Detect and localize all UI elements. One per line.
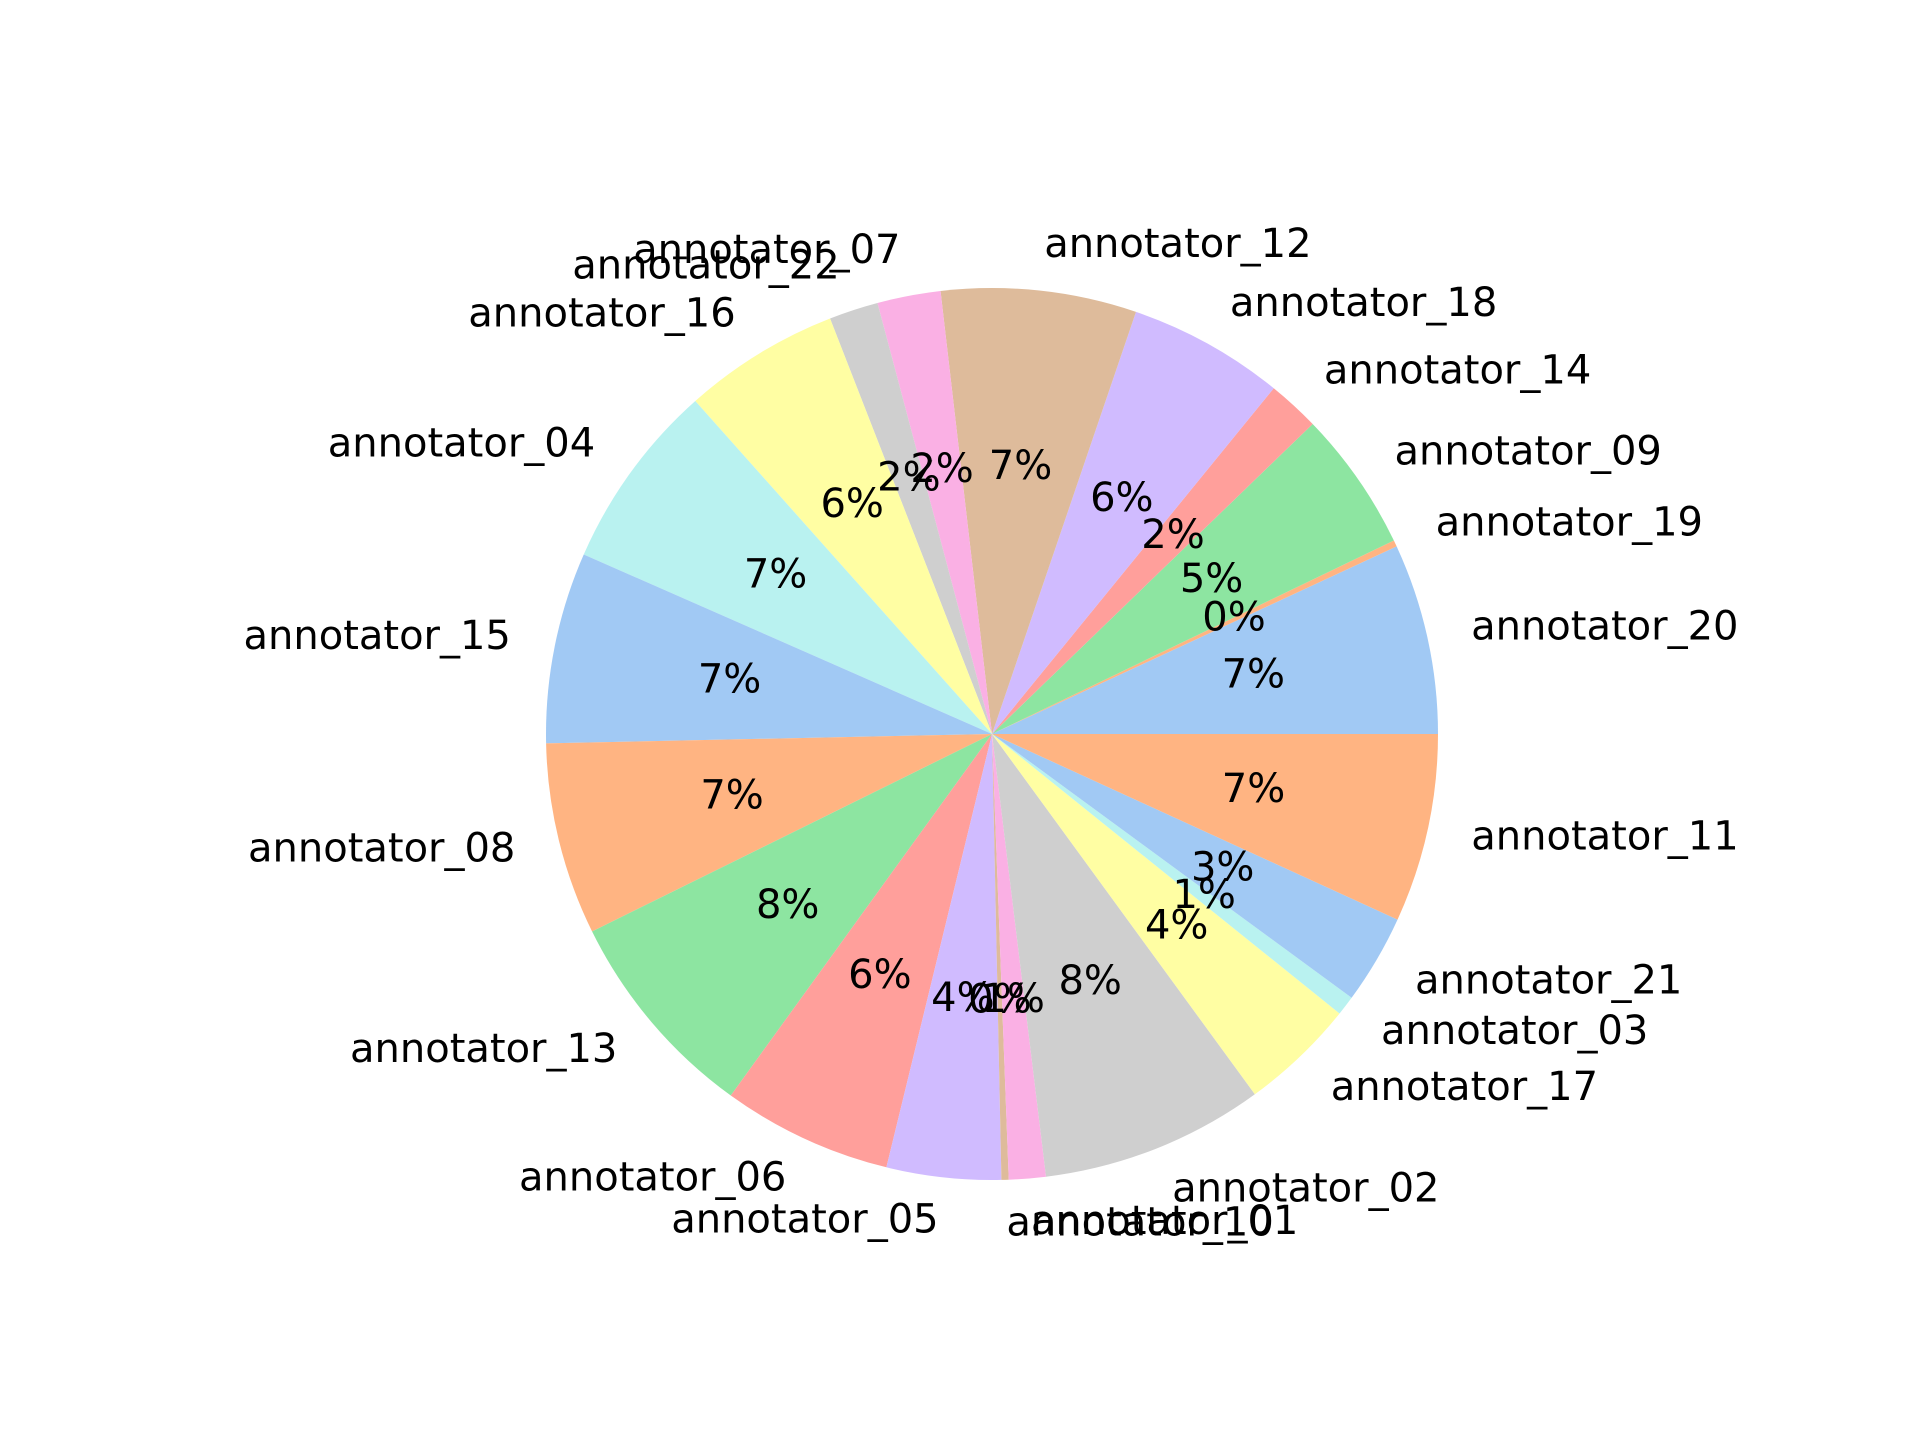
slice-label-annotator_14: annotator_14 [1324, 348, 1591, 394]
slice-label-annotator_09: annotator_09 [1395, 429, 1662, 475]
pct-label-annotator_18: 6% [1090, 475, 1153, 521]
pct-label-annotator_09: 5% [1180, 556, 1243, 602]
pie-slice-annotator_13 [592, 734, 992, 1096]
pie-slice-annotator_18 [992, 311, 1274, 734]
pct-label-annotator_02: 8% [1058, 958, 1121, 1004]
slice-label-annotator_08: annotator_08 [248, 826, 515, 872]
pct-label-annotator_05: 4% [931, 975, 994, 1021]
slice-label-annotator_16: annotator_16 [468, 291, 735, 337]
pie-slice-annotator_05 [886, 734, 1002, 1180]
slice-label-annotator_02: annotator_02 [1172, 1165, 1439, 1211]
pct-label-annotator_10: 0% [968, 977, 1031, 1023]
pie-slice-annotator_08 [546, 734, 992, 932]
slice-label-annotator_17: annotator_17 [1331, 1064, 1598, 1110]
slice-label-annotator_13: annotator_13 [350, 1026, 617, 1072]
pct-label-annotator_21: 3% [1191, 845, 1254, 891]
pie-percent-labels: 7%0%5%2%6%7%2%2%6%7%7%7%8%6% 4%0%1% 8%4%1%… [698, 443, 1285, 1023]
slice-label-annotator_06: annotator_06 [519, 1154, 786, 1200]
slice-label-annotator_03: annotator_03 [1381, 1008, 1648, 1054]
slice-label-annotator_05: annotator_05 [671, 1197, 938, 1243]
pct-label-annotator_14: 2% [1141, 512, 1204, 558]
pie-slice-annotator_07 [877, 290, 992, 734]
pct-label-annotator_11: 7% [1222, 766, 1285, 812]
pie-slice-annotator_20 [992, 546, 1438, 734]
pct-label-annotator_17: 4% [1145, 903, 1208, 949]
pie-slice-annotator_11 [992, 734, 1438, 920]
slice-label-annotator_12: annotator_12 [1044, 221, 1311, 267]
pie-slice-annotator_04 [583, 401, 992, 734]
pie-slice-annotator_01 [992, 734, 1047, 1180]
slice-label-annotator_10: annotator_10 [1006, 1199, 1273, 1245]
slice-label-annotator_07: annotator_07 [633, 227, 900, 273]
slice-label-annotator_21: annotator_21 [1415, 958, 1682, 1004]
slice-label-annotator_15: annotator_15 [244, 613, 511, 659]
pie-slice-annotator_09 [992, 424, 1394, 734]
pie-slice-annotator_02 [992, 734, 1255, 1177]
pct-label-annotator_16: 6% [820, 481, 883, 527]
pct-label-annotator_07: 2% [910, 446, 973, 492]
pct-label-annotator_12: 7% [989, 443, 1052, 489]
slice-label-annotator_20: annotator_20 [1471, 603, 1738, 649]
slice-label-annotator_01: annotator_01 [1031, 1198, 1298, 1244]
slice-label-annotator_11: annotator_11 [1471, 814, 1738, 860]
pie-slice-annotator_12 [940, 287, 1136, 734]
pie-slices [546, 287, 1438, 1180]
pct-label-annotator_04: 7% [744, 552, 807, 598]
pct-label-annotator_22: 2% [877, 455, 940, 501]
pct-label-annotator_20: 7% [1222, 651, 1285, 697]
pie-slice-annotator_21 [992, 734, 1398, 998]
pie-slice-annotator_03 [992, 734, 1352, 1014]
pct-label-annotator_06: 6% [848, 952, 911, 998]
pie-slice-annotator_14 [992, 388, 1313, 734]
pct-label-annotator_15: 7% [698, 657, 761, 703]
pie-slice-annotator_06 [730, 734, 992, 1168]
pct-label-annotator_19: 0% [1202, 595, 1265, 641]
pie-slice-annotator_17 [992, 734, 1340, 1095]
pie-labels: annotator_20annotator_19annotator_09anno… [244, 221, 1739, 1245]
pie-slice-annotator_16 [695, 318, 992, 734]
pie-slice-annotator_19 [992, 540, 1397, 734]
slice-label-annotator_04: annotator_04 [328, 421, 595, 467]
pct-label-annotator_03: 1% [1172, 872, 1235, 918]
slice-label-annotator_19: annotator_19 [1436, 499, 1703, 545]
slice-label-annotator_18: annotator_18 [1230, 280, 1497, 326]
pct-label-annotator_08: 7% [700, 773, 763, 819]
pie-slice-annotator_10 [992, 734, 1009, 1180]
pct-label-annotator_01: 1% [981, 976, 1044, 1022]
pie-slice-annotator_22 [830, 302, 992, 734]
pct-label-annotator_13: 8% [756, 882, 819, 928]
slice-label-annotator_22: annotator_22 [572, 243, 839, 289]
pie-slice-annotator_15 [546, 554, 992, 744]
